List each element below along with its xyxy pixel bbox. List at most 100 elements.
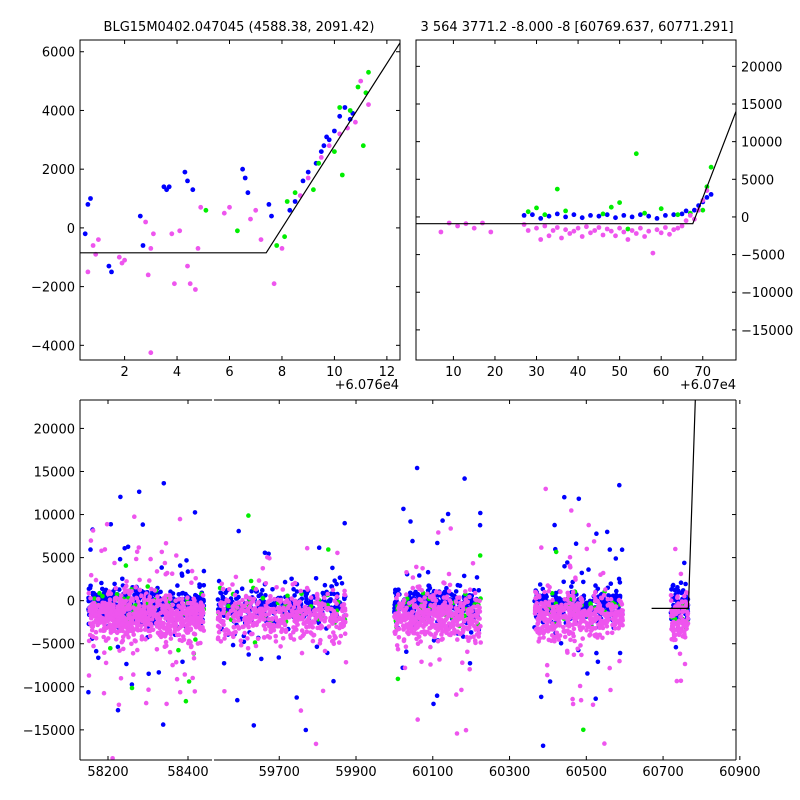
seg-2-c0-s2-pt-227: [301, 631, 307, 637]
seg-2-c0-s2-pt-57: [342, 631, 348, 636]
seg-2-c0-s0-pt-171: [236, 528, 241, 534]
seg-1-c0-s0-pt-83: [108, 522, 114, 527]
seg-2-c0-s0-pt-27: [314, 644, 320, 650]
seg-2-c0-s2-pt-202: [283, 629, 289, 634]
seg-2-c2-s0-pt-258: [607, 547, 613, 552]
seg-2-c0-s0-pt-119: [289, 576, 294, 582]
seg-1-c0-s2-pt-396: [100, 617, 106, 622]
seg-2-c2-s0-pt-78: [593, 583, 598, 588]
panel-0-series-1-point-0: [203, 207, 209, 213]
seg-2-c1-s0-pt-275: [425, 569, 431, 575]
seg-2-c0-s2-pt-133: [304, 545, 310, 551]
seg-2-c1-s0-pt-235: [461, 573, 467, 579]
seg-2-c1-s2-pt-280: [401, 598, 407, 603]
seg-2-c1-s2-pt-224: [454, 692, 459, 697]
seg-2-c2-s0-pt-136: [576, 496, 582, 502]
seg-1-c1-s0-pt-114: [146, 671, 151, 677]
seg-2-c0-s2-pt-219: [238, 638, 244, 643]
seg-2-c0-s2-pt-213: [263, 581, 269, 586]
panel-1-series-1-point-9: [633, 151, 639, 157]
seg-1-c0-s2-pt-21: [104, 521, 110, 527]
seg-1-c1-s0-pt-15: [156, 670, 162, 675]
seg-2-c2-s2-pt-205: [593, 589, 598, 595]
seg-1-c1-s2-pt-282: [150, 609, 156, 615]
panel-1-series-2-point-9: [534, 225, 539, 231]
seg-2-c3-s2-pt-103: [672, 622, 677, 627]
seg-2-c0-s2-pt-288: [311, 612, 317, 617]
seg-2-c2-s2-pt-411: [596, 622, 601, 627]
seg-2-c2-s1-pt-7: [581, 727, 586, 733]
seg-1-c0-s2-pt-415: [109, 625, 114, 630]
seg-2-c0-s2-pt-63: [338, 633, 344, 639]
seg-1-c0-s2-pt-413: [104, 625, 109, 631]
seg-2-c0-s2-pt-376: [333, 612, 338, 618]
seg-2-c1-s2-pt-415: [425, 629, 430, 635]
seg-2-c2-s1-pt-21: [588, 601, 593, 606]
seg-1-c1-s2-pt-202: [181, 634, 186, 639]
seg-2-c1-s2-pt-337: [432, 602, 437, 608]
panel-0-series-2-point-3: [96, 237, 101, 243]
seg-2-c0-s2-pt-317: [260, 608, 266, 614]
panel-0-series-2-point-1: [90, 243, 96, 248]
panel-0-series-2-point-30: [326, 143, 332, 149]
seg-2-c1-s2-pt-419: [402, 612, 408, 617]
seg-2-c1-s2-pt-384: [431, 595, 437, 601]
panel-0-series-2-point-8: [148, 246, 154, 251]
seg-1-c1-s0-pt-32: [160, 722, 166, 727]
seg-2-c1-s2-pt-227: [465, 607, 471, 613]
seg-2-c0-s0-pt-228: [249, 589, 254, 594]
seg-1-c1-s2-pt-294: [163, 597, 169, 603]
seg-2-c1-s2-pt-292: [394, 643, 400, 648]
seg-1-c0-s2-pt-360: [124, 630, 129, 635]
seg-2-c1-s2-pt-151: [395, 646, 401, 652]
seg-2-c2-s2-pt-344: [562, 634, 568, 640]
seg-2-c0-s2-pt-386: [314, 591, 320, 597]
seg-2-c0-s2-pt-408: [304, 585, 310, 591]
panel-1-series-0-point-21: [692, 207, 697, 213]
seg-1-c0-s2-pt-400: [93, 612, 98, 617]
seg-1-c0-s2-pt-398: [118, 600, 123, 605]
seg-1-c0-s2-pt-327: [86, 590, 92, 596]
seg-1-c1-s2-pt-135: [189, 568, 195, 574]
seg-2-c0-s2-pt-165: [290, 609, 295, 614]
panel-1-series-2-point-26: [604, 226, 610, 232]
seg-1-c1-s2-pt-286: [189, 580, 194, 585]
panel-0-series-1-point-2: [274, 243, 280, 248]
seg-2-c2-s2-pt-400: [580, 614, 586, 619]
panel-1-series-2-point-32: [629, 228, 635, 233]
seg-2-c2-s2-pt-25: [541, 635, 546, 640]
seg-2-c2-s2-pt-376: [579, 599, 585, 604]
seg-2-c1-s0-pt-294: [411, 591, 417, 597]
seg-1-c1-s2-pt-229: [193, 576, 198, 581]
lightcurve-model-line: [651, 400, 696, 610]
seg-2-c2-s0-pt-246: [595, 659, 601, 665]
seg-2-c1-s2-pt-126: [462, 619, 467, 624]
lightcurve-ticks: 58200 58400 59700 59900 60100 60300 60500 60700…: [23, 400, 761, 780]
seg-2-c1-s2-pt-416: [436, 618, 442, 623]
seg-2-c1-s2-pt-124: [465, 649, 470, 655]
seg-1-c0-s0-pt-160: [100, 586, 105, 592]
seg-2-c1-s2-pt-263: [460, 660, 465, 665]
panel-1-series-2-point-20: [579, 234, 585, 239]
lightcurve-ytick-3: 0: [67, 595, 75, 610]
seg-1-c0-s2-pt-408: [114, 629, 119, 635]
seg-2-c2-s2-pt-166: [573, 575, 578, 580]
seg-2-c0-s2-pt-211: [232, 618, 237, 624]
seg-1-c0-s2-pt-65: [93, 577, 99, 583]
seg-1-c0-s1-pt-6: [97, 590, 102, 596]
seg-2-c2-s2-pt-181: [579, 652, 584, 658]
seg-2-c1-s2-pt-293: [447, 582, 453, 588]
seg-2-c3-s2-pt-102: [679, 619, 685, 625]
seg-2-c1-s2-pt-330: [441, 595, 447, 600]
seg-2-c1-s2-pt-400: [471, 604, 477, 610]
panel-1-series-1-point-2: [542, 212, 548, 218]
seg-2-c0-s2-pt-141: [240, 597, 245, 603]
panel-1-series-2-point-31: [625, 237, 631, 242]
panel-1-series-2-point-4: [471, 225, 477, 231]
seg-1-c1-s2-pt-314: [191, 631, 197, 636]
seg-2-c1-s2-pt-385: [472, 638, 478, 643]
seg-1-c0-s2-pt-404: [89, 623, 94, 629]
seg-2-c1-s2-pt-196: [414, 564, 419, 570]
seg-2-c1-s2-pt-274: [473, 597, 478, 602]
seg-2-c0-s1-pt-23: [252, 640, 258, 645]
